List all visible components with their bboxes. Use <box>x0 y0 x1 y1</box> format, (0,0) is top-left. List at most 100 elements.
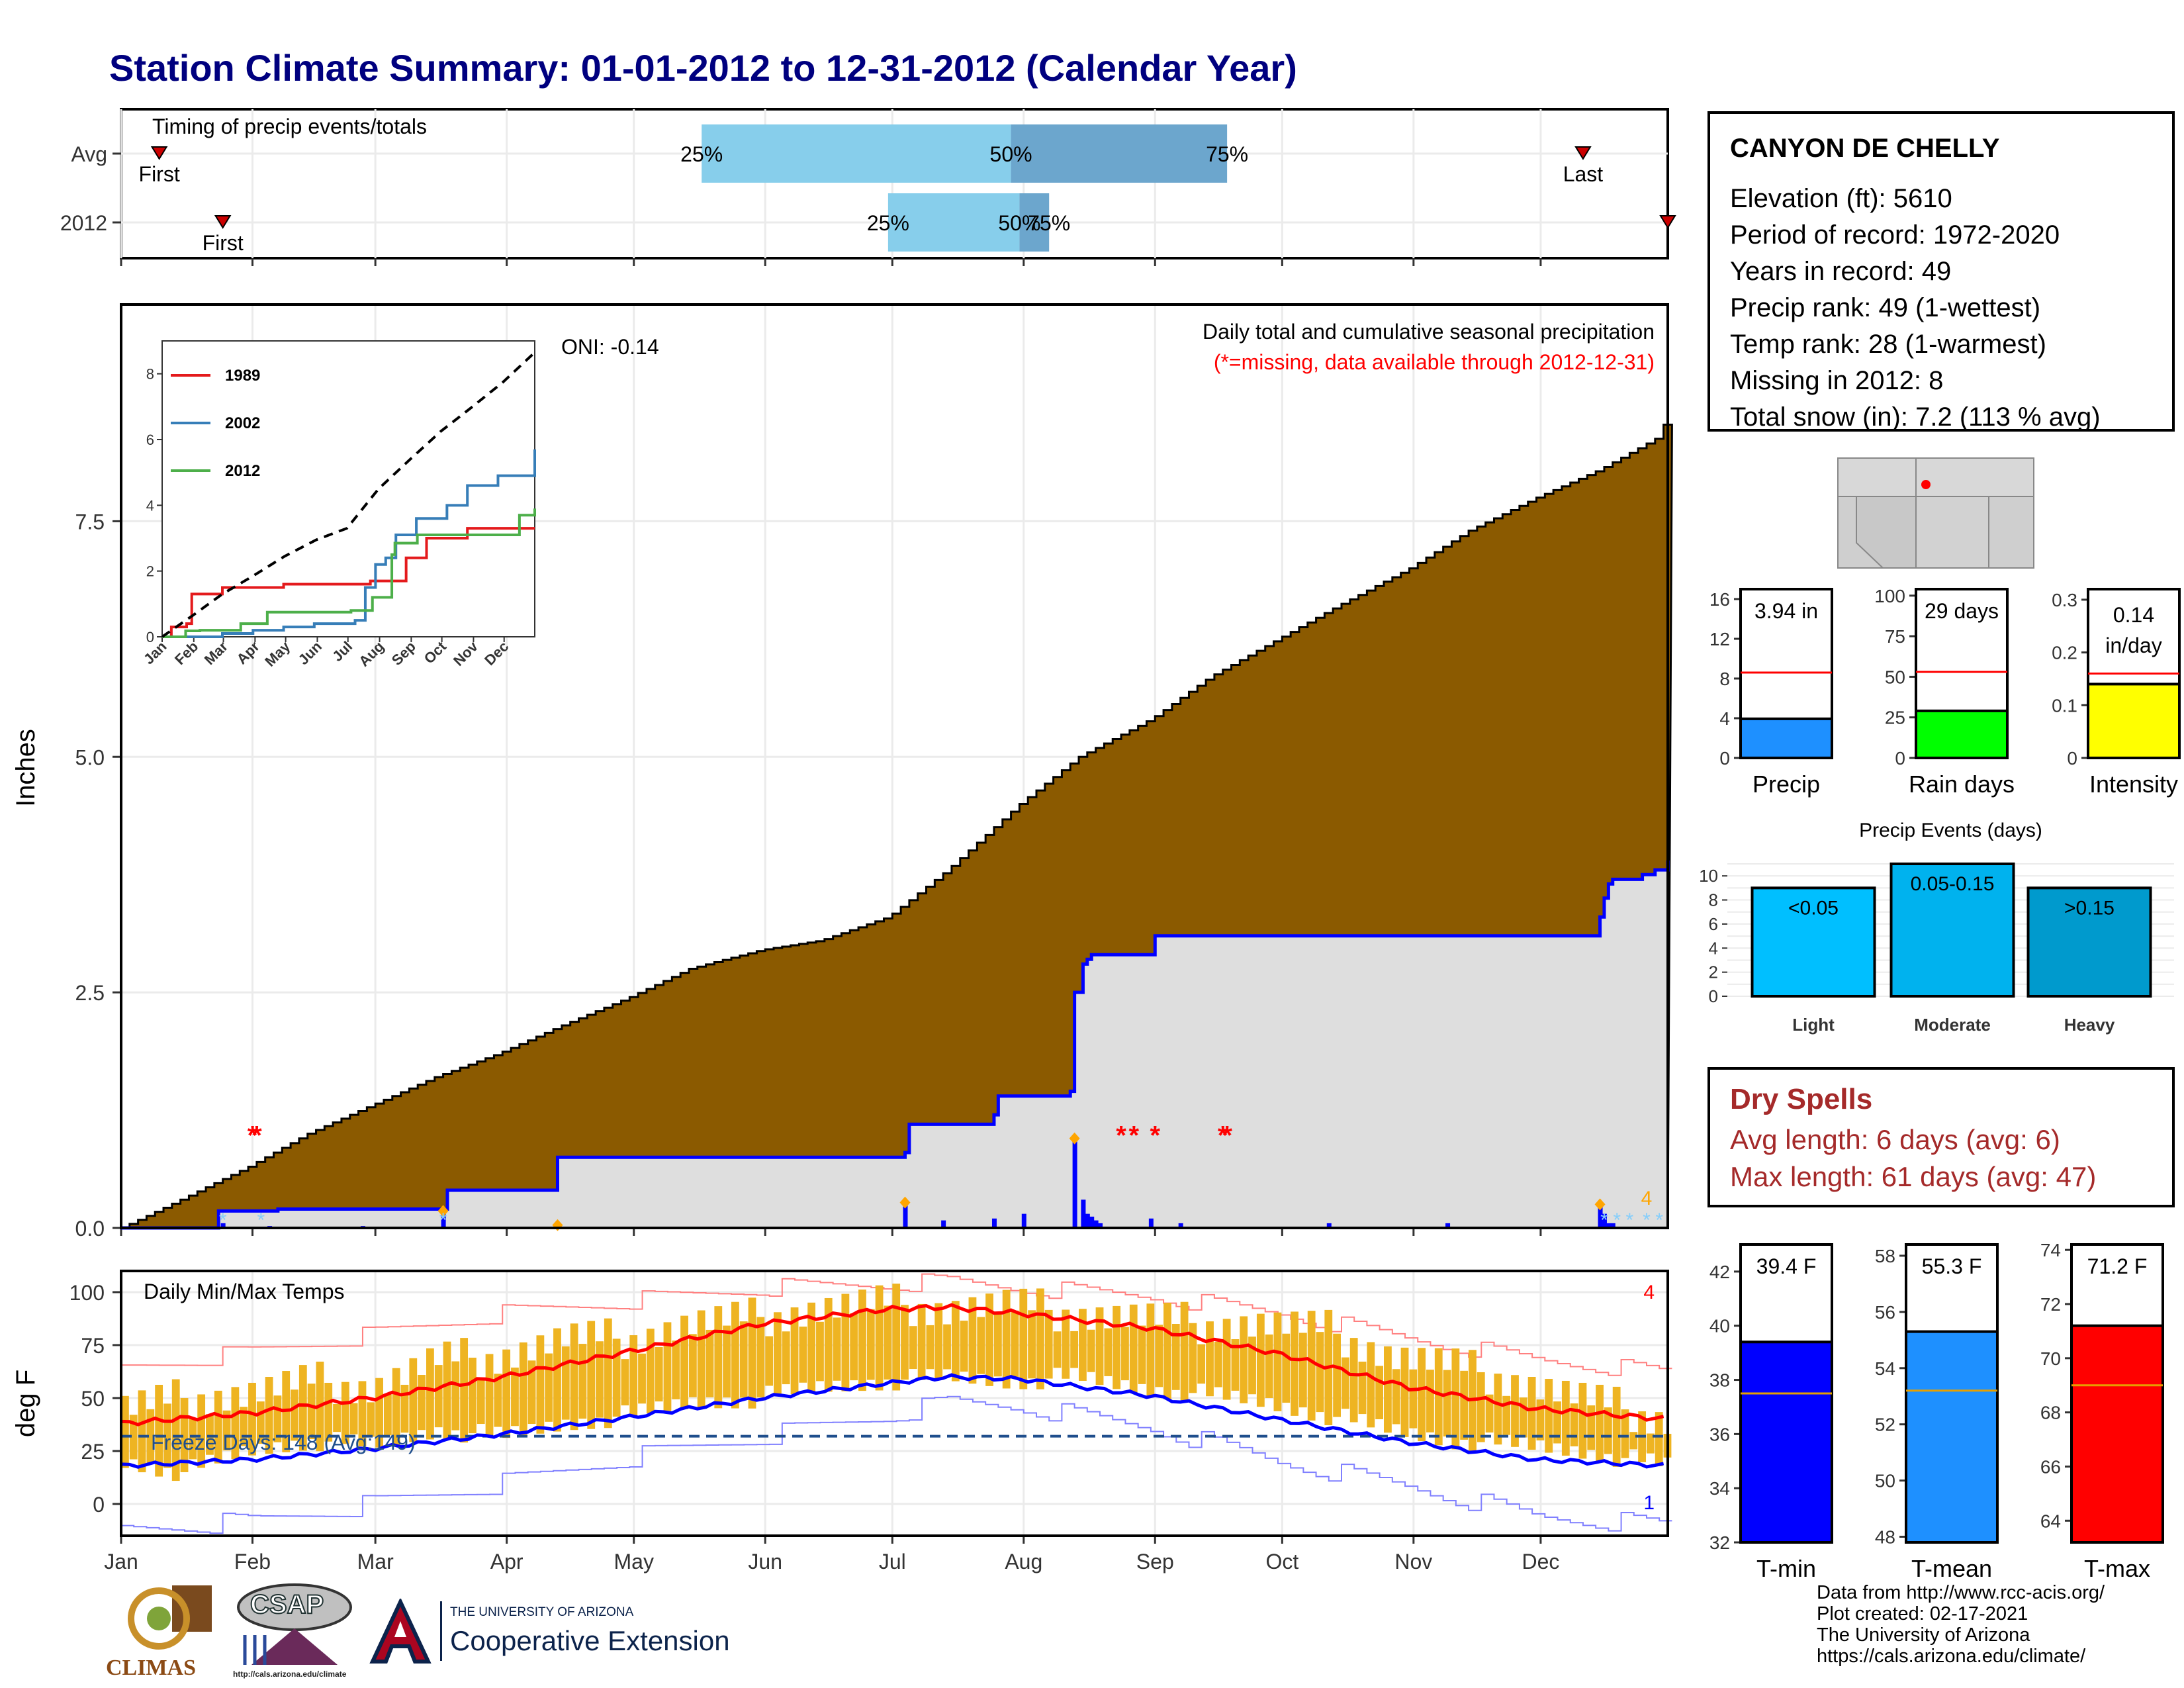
temp-daily-bar-129 <box>663 1322 672 1411</box>
temp-daily-bar-7 <box>146 1409 155 1464</box>
temp-daily-bar-37 <box>273 1395 282 1442</box>
precip-chart: 0.02.55.07.5* * * * * * * *** * * * **Daily total a… <box>11 303 1673 1241</box>
events-ytick-2: 4 <box>1709 938 1718 958</box>
ua-logo-line1: THE UNIVERSITY OF ARIZONA <box>450 1605 634 1619</box>
events-ytick-5: 10 <box>1699 866 1718 886</box>
precip-daily-bar-18 <box>1445 1223 1451 1228</box>
inset-ytick-2: 4 <box>146 497 154 514</box>
map-arizona <box>1856 496 1917 569</box>
temp-daily-bar-189 <box>917 1303 926 1380</box>
temp-daily-bar-195 <box>943 1324 951 1370</box>
temp-daily-bar-119 <box>621 1359 629 1406</box>
gauge-Intensity-value-1: 0.14 <box>2113 603 2154 627</box>
temp-daily-bar-19 <box>197 1394 206 1468</box>
timing-first-marker-0 <box>150 146 168 160</box>
temp-ytick-1: 25 <box>81 1440 105 1464</box>
map-new-mexico <box>1915 496 1989 569</box>
precip-events-chart: Precip Events (days) 0 2 4 6 8 10 <0.05 Light 0.0… <box>1699 821 2174 1035</box>
month-label-5: Jun <box>748 1550 782 1573</box>
month-label-4: May <box>614 1550 654 1573</box>
month-label-11: Dec <box>1522 1550 1559 1573</box>
temp-daily-bar-101 <box>545 1353 553 1422</box>
precip-daily-bar-14 <box>1098 1223 1103 1228</box>
inset-legend-label-1989: 1989 <box>225 367 260 385</box>
temp-daily-bar-91 <box>502 1349 511 1438</box>
temp-daily-bar-213 <box>1019 1288 1028 1389</box>
station-period: Period of record: 1972-2020 <box>1730 220 2060 250</box>
temp-daily-bar-31 <box>248 1382 256 1456</box>
precip-daily-bar-0 <box>220 1223 226 1228</box>
temp-daily-bar-253 <box>1189 1323 1197 1393</box>
temp-daily-bar-289 <box>1341 1357 1349 1409</box>
precip-frame <box>120 303 1669 1229</box>
inset-series-line-2012 <box>162 508 536 638</box>
timing-bar-50-75-1 <box>1019 193 1050 252</box>
gauge-Precip-ytick-0: 0 <box>1719 748 1730 769</box>
credits: Data from http://www.rcc-acis.org/ Plot … <box>1817 1582 2105 1667</box>
precip-event-marker-2 <box>899 1196 911 1209</box>
inset-ytick-1: 2 <box>146 563 154 580</box>
ua-logo-line2: Cooperative Extension <box>450 1625 730 1656</box>
month-label-10: Nov <box>1394 1550 1432 1573</box>
events-ytick-1: 2 <box>1709 962 1718 982</box>
temp-daily-bar-125 <box>646 1329 655 1414</box>
temp-daily-bar-249 <box>1171 1324 1180 1390</box>
temp-daily-bar-329 <box>1511 1375 1519 1447</box>
month-label-8: Sep <box>1136 1550 1174 1573</box>
temp-daily-bar-325 <box>1494 1374 1502 1445</box>
gauge-Rain days-ytick-3: 75 <box>1885 626 1905 647</box>
credits-created: Plot created: 02-17-2021 <box>1817 1603 2028 1624</box>
gauge-T-max-ytick-4: 72 <box>2040 1294 2061 1315</box>
timing-row-label-1: 2012 <box>60 211 107 235</box>
precip-daily-bar-13 <box>1093 1220 1099 1228</box>
gauge-T-min-ytick-3: 38 <box>1709 1370 1730 1391</box>
temp-daily-bar-183 <box>892 1284 901 1391</box>
temp-daily-bar-107 <box>570 1323 578 1430</box>
gauge-T-mean-ytick-3: 54 <box>1875 1358 1895 1379</box>
temp-daily-bar-303 <box>1400 1347 1409 1437</box>
temp-daily-bar-273 <box>1273 1312 1282 1411</box>
inset-ytick-4: 8 <box>146 366 154 383</box>
ua-logo-a-counter <box>394 1621 406 1637</box>
timing-row-label-0: Avg <box>71 142 107 166</box>
precip-missing-marker-1: * <box>251 1121 262 1150</box>
events-xtick-Heavy: Heavy <box>2064 1015 2115 1035</box>
dry-spells-title: Dry Spells <box>1730 1083 1873 1115</box>
gauge-Intensity-value-2: in/day <box>2105 633 2161 657</box>
temp-daily-bar-97 <box>527 1360 536 1425</box>
temp-daily-bar-209 <box>1002 1289 1011 1389</box>
temp-daily-bar-109 <box>578 1344 587 1419</box>
events-title: Precip Events (days) <box>1859 821 2042 841</box>
climas-logo-center <box>147 1607 171 1630</box>
gauge-Intensity-ytick-1: 0.1 <box>2052 695 2077 716</box>
climas-logo: CLIMAS <box>106 1582 218 1681</box>
temp-count-max: 4 <box>1643 1282 1655 1303</box>
temp-daily-bar-283 <box>1316 1332 1324 1413</box>
precip-event-marker-4 <box>1594 1198 1606 1211</box>
gauge-T-mean-ytick-2: 52 <box>1875 1415 1895 1435</box>
timing-pct-label-1-1: 50% <box>998 211 1040 235</box>
temp-daily-bar-87 <box>485 1354 494 1436</box>
temp-daily-bar-307 <box>1418 1348 1426 1442</box>
temp-daily-bar-241 <box>1138 1325 1146 1384</box>
station-precip-rank: Precip rank: 49 (1-wettest) <box>1730 293 2041 322</box>
events-bar-Heavy <box>2026 886 2152 998</box>
temp-daily-bar-99 <box>536 1335 545 1434</box>
gauge-Precip-bar <box>1739 717 1833 759</box>
temp-daily-bar-333 <box>1527 1377 1536 1450</box>
temp-daily-bar-65 <box>392 1368 400 1445</box>
temp-daily-bar-121 <box>629 1335 638 1416</box>
temp-ytick-3: 75 <box>81 1334 105 1358</box>
temp-daily-bar-263 <box>1231 1339 1240 1391</box>
temp-daily-bar-281 <box>1307 1311 1316 1421</box>
temp-daily-bar-157 <box>782 1331 790 1385</box>
temp-daily-bar-143 <box>723 1325 731 1398</box>
precip-ytick-0: 0.0 <box>75 1217 105 1241</box>
ua-logo-divider <box>440 1601 442 1661</box>
temp-daily-bar-161 <box>799 1327 807 1383</box>
precip-daily-bar-10 <box>1081 1199 1086 1228</box>
temp-daily-bar-29 <box>240 1407 248 1446</box>
temp-daily-bar-25 <box>222 1410 231 1451</box>
gauge-Precip-ytick-3: 12 <box>1709 629 1730 649</box>
month-label-6: Jul <box>879 1550 906 1573</box>
